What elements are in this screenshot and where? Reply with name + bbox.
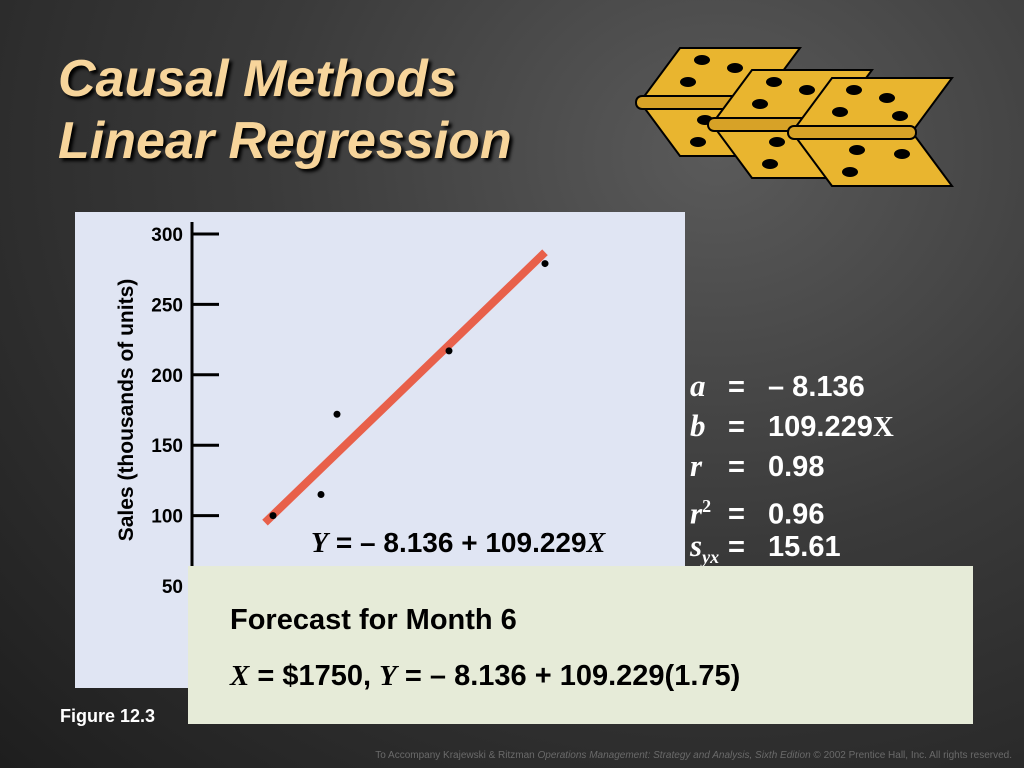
- forecast-x-var: X: [230, 660, 250, 692]
- stat-row: r2 = 0.96: [690, 486, 894, 530]
- stat-row: b = 109.229X: [690, 406, 894, 446]
- stat-superscript: 2: [702, 496, 712, 516]
- hinge-logo: [635, 47, 954, 187]
- stat-value: 0.96: [768, 498, 825, 531]
- regression-stats: a = – 8.136 b = 109.229X r = 0.98 r2 = 0.96 syx = 15.6…: [690, 366, 894, 567]
- footer-suffix: © 2002 Prentice Hall, Inc. All rights re…: [810, 750, 1012, 761]
- regression-equation: Y = – 8.136 + 109.229X: [311, 527, 607, 559]
- slide-title: Causal Methods Linear Regression: [58, 48, 512, 172]
- stat-symbol: b: [690, 406, 728, 446]
- stat-equals: =: [728, 411, 745, 443]
- data-point: [541, 260, 549, 268]
- equation-body: = – 8.136 + 109.229: [328, 527, 586, 558]
- stat-value: – 8.136: [768, 371, 865, 403]
- stat-symbol: a: [690, 366, 728, 406]
- forecast-calculation: X = $1750, Y = – 8.136 + 109.229(1.75): [230, 660, 740, 693]
- stat-symbol-base: s: [690, 528, 703, 563]
- figure-label: Figure 12.3: [60, 706, 156, 726]
- stat-value: 0.98: [768, 451, 825, 483]
- stat-row: a = – 8.136: [690, 366, 894, 406]
- stat-row: syx = 15.61: [690, 526, 894, 567]
- stat-suffix: X: [872, 411, 894, 443]
- stat-row: r = 0.98: [690, 446, 894, 486]
- footer-prefix: To Accompany Krajewski & Ritzman: [375, 750, 538, 761]
- stat-symbol: r: [690, 446, 728, 486]
- stat-equals: =: [728, 451, 745, 483]
- data-point: [317, 490, 325, 498]
- stat-symbol: r2: [690, 486, 728, 533]
- forecast-title: Forecast for Month 6: [230, 604, 517, 636]
- regression-chart: 300 250 200 150 100 50 Sales (thousands of uni…: [115, 222, 607, 688]
- y-tick-label: 200: [151, 366, 183, 387]
- y-tick-label: 150: [151, 436, 183, 457]
- y-tick-label: 300: [151, 225, 183, 246]
- data-point: [333, 410, 341, 418]
- forecast-y-var: Y: [379, 660, 397, 692]
- stat-symbol-base: r: [690, 495, 703, 531]
- equation-x-var: X: [586, 528, 607, 559]
- hinge-icon: [787, 77, 954, 187]
- stat-equals: =: [728, 498, 745, 531]
- title-line-1: Causal Methods: [58, 50, 457, 108]
- stat-equals: =: [728, 531, 745, 563]
- data-point: [269, 512, 277, 520]
- stat-value: 15.61: [768, 531, 841, 563]
- forecast-box: Forecast for Month 6 X = $1750, Y = – 8.…: [188, 566, 973, 724]
- y-axis-label: Sales (thousands of units): [115, 279, 138, 542]
- stat-symbol-base: a: [690, 368, 706, 403]
- title-line-2: Linear Regression: [58, 112, 512, 170]
- y-tick-label: 50: [162, 577, 183, 598]
- forecast-part-2: = – 8.136 + 109.229(1.75): [396, 660, 741, 692]
- stat-symbol: syx: [690, 526, 728, 577]
- y-tick-label: 100: [151, 507, 183, 528]
- stat-equals: =: [728, 371, 745, 403]
- footer-book-title: Operations Management: Strategy and Anal…: [537, 750, 811, 761]
- data-point: [445, 347, 453, 355]
- stat-value: 109.229: [768, 411, 873, 443]
- stat-symbol-base: b: [690, 408, 706, 443]
- y-tick-label: 250: [151, 295, 183, 316]
- equation-y-var: Y: [311, 528, 331, 559]
- stat-symbol-base: r: [690, 448, 703, 483]
- stat-subscript: yx: [702, 547, 720, 568]
- forecast-part-1: = $1750,: [249, 660, 380, 692]
- regression-line: [262, 249, 548, 526]
- copyright-footer: To Accompany Krajewski & Ritzman Operati…: [375, 750, 1012, 761]
